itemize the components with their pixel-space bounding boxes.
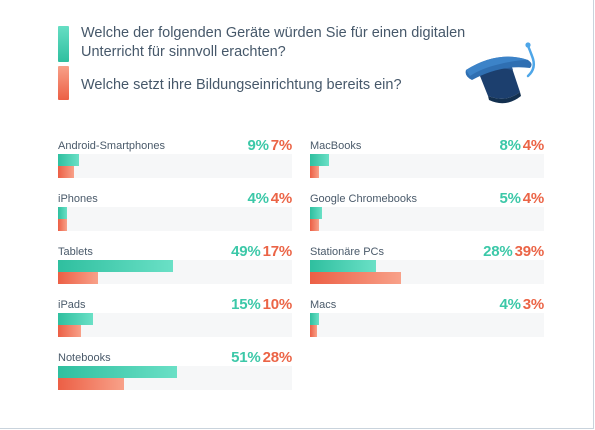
value-labels: 51% 28%	[231, 349, 292, 366]
bar-series2	[310, 325, 318, 337]
value-label-series2: 4%	[270, 190, 292, 207]
bar-series2	[58, 325, 82, 337]
value-label-series1: 28%	[483, 243, 513, 260]
bar-item: Google Chromebooks 5% 4%	[310, 190, 544, 239]
bar-series1	[58, 313, 94, 325]
bar-item: Stationäre PCs 28% 39%	[310, 243, 544, 292]
value-label-series1: 8%	[499, 137, 521, 154]
value-labels: 49% 17%	[231, 243, 292, 260]
value-labels: 15% 10%	[231, 296, 292, 313]
value-label-series1: 5%	[499, 190, 521, 207]
value-label-series1: 49%	[231, 243, 261, 260]
bar-series1	[58, 207, 68, 219]
bar-series1	[58, 260, 173, 272]
category-label: iPhones	[58, 193, 98, 205]
bar-series1	[58, 366, 178, 378]
bar-track	[310, 154, 544, 178]
bar-series2	[58, 166, 75, 178]
value-label-series1: 51%	[231, 349, 261, 366]
value-label-series2: 7%	[270, 137, 292, 154]
bar-track	[58, 260, 292, 284]
value-label-series2: 4%	[522, 190, 544, 207]
value-labels: 4% 4%	[247, 190, 292, 207]
category-label: Tablets	[58, 246, 93, 258]
value-label-series2: 3%	[522, 296, 544, 313]
bar-series2	[58, 219, 68, 231]
value-label-series1: 15%	[231, 296, 261, 313]
bar-item: iPads 15% 10%	[58, 296, 292, 345]
bar-series2	[310, 272, 402, 284]
bar-series1	[58, 154, 80, 166]
value-label-series1: 4%	[499, 296, 521, 313]
bar-series1	[310, 260, 376, 272]
value-label-series1: 9%	[247, 137, 269, 154]
bar-series1	[310, 207, 322, 219]
value-labels: 28% 39%	[483, 243, 544, 260]
bar-track	[58, 313, 292, 337]
bar-series2	[58, 378, 124, 390]
bar-track	[58, 154, 292, 178]
bar-track	[310, 260, 544, 284]
bar-track	[310, 207, 544, 231]
category-label: Android-Smartphones	[58, 140, 166, 152]
legend-label-series1: Welche der folgenden Geräte würden Sie f…	[81, 25, 466, 60]
legend-swatch-series1	[58, 26, 69, 62]
value-label-series2: 28%	[262, 349, 293, 366]
value-labels: 4% 3%	[499, 296, 544, 313]
bar-item: iPhones 4% 4%	[58, 190, 292, 239]
bar-item: Notebooks 51% 28%	[58, 349, 292, 398]
category-label: MacBooks	[310, 140, 362, 152]
bar-item: Macs 4% 3%	[310, 296, 544, 345]
bar-series2	[58, 272, 98, 284]
bar-track	[310, 313, 544, 337]
value-label-series2: 4%	[522, 137, 544, 154]
value-labels: 5% 4%	[499, 190, 544, 207]
value-label-series2: 39%	[514, 243, 545, 260]
graduation-cap-icon	[465, 42, 536, 104]
category-label: Stationäre PCs	[310, 246, 384, 258]
legend-swatch-series2	[58, 66, 69, 100]
value-label-series2: 10%	[262, 296, 293, 313]
bar-item: MacBooks 8% 4%	[310, 137, 544, 186]
legend-label-series2: Welche setzt ihre Bildungseinrichtung be…	[81, 77, 402, 93]
category-label: Macs	[310, 299, 337, 311]
bar-item: Tablets 49% 17%	[58, 243, 292, 292]
bar-series1	[310, 154, 329, 166]
bar-item: Android-Smartphones 9% 7%	[58, 137, 292, 186]
value-label-series2: 17%	[262, 243, 293, 260]
value-label-series1: 4%	[247, 190, 269, 207]
bar-series2	[310, 219, 320, 231]
value-labels: 8% 4%	[499, 137, 544, 154]
bar-track	[58, 207, 292, 231]
category-label: Google Chromebooks	[310, 193, 418, 205]
bar-track	[58, 366, 292, 390]
category-label: iPads	[58, 299, 86, 311]
category-label: Notebooks	[58, 352, 111, 364]
bar-series2	[310, 166, 320, 178]
value-labels: 9% 7%	[247, 137, 292, 154]
bar-series1	[310, 313, 320, 325]
